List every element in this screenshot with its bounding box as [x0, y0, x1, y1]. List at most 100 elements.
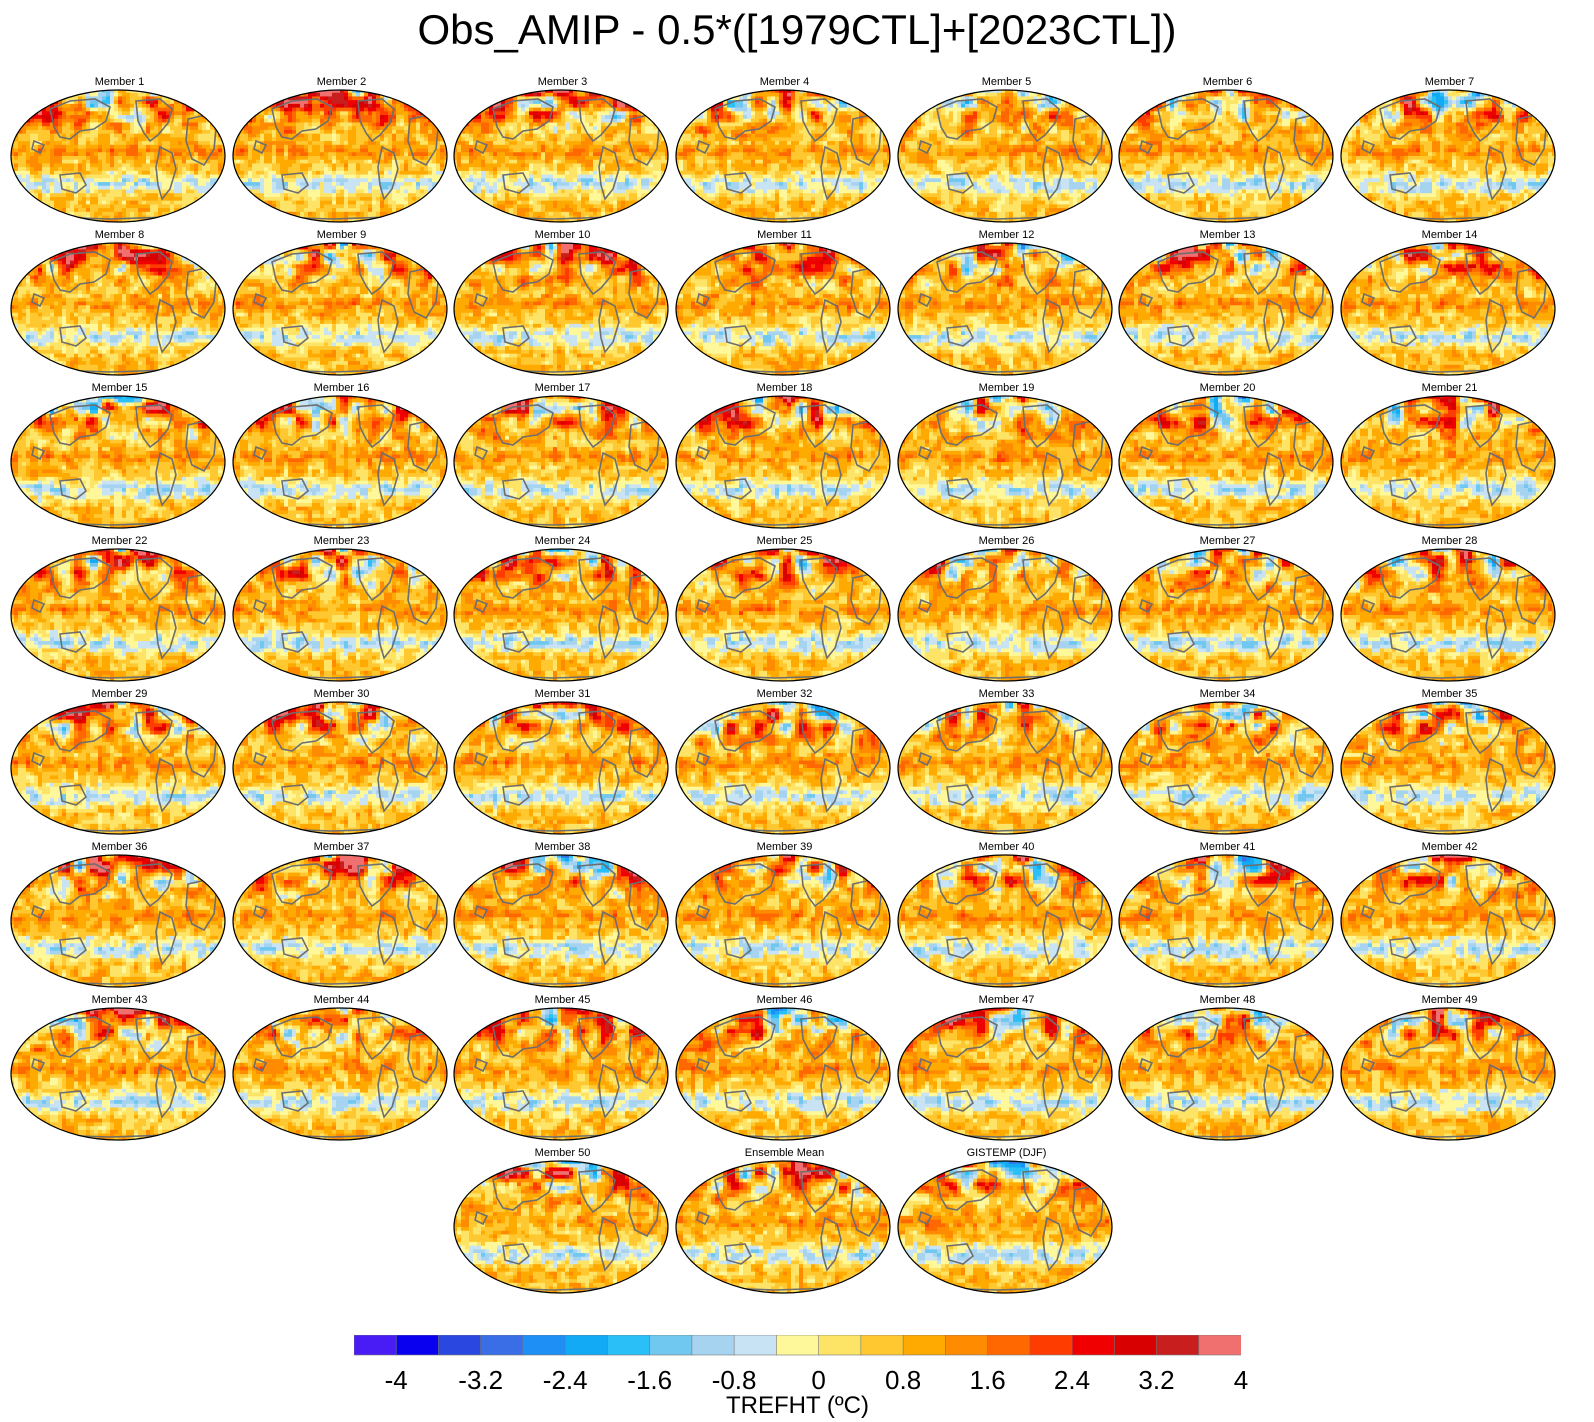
panel-title: Member 27	[1117, 535, 1338, 547]
panel-title: Member 9	[231, 229, 452, 241]
panel-title: Member 4	[674, 76, 895, 88]
panel-title: Member 40	[896, 841, 1117, 853]
coastline	[641, 866, 665, 880]
coastline	[1528, 1019, 1552, 1033]
coastline	[1306, 101, 1330, 115]
coastline	[863, 713, 887, 727]
colorbar-tick-label: -2.4	[525, 1365, 605, 1395]
map-panel: Member 8	[9, 229, 230, 379]
map-plot	[452, 241, 670, 377]
map-panel: Member 49	[1339, 994, 1560, 1144]
map-plot	[674, 1159, 892, 1295]
panel-title: Member 31	[452, 688, 673, 700]
map-panel: Member 7	[1339, 76, 1560, 226]
colorbar: -4 -3.2 -2.4 -1.6 -0.8 0 0.8 1.6 2.4 3.2 4 TREFHT …	[354, 1335, 1241, 1420]
panel-title: Member 33	[896, 688, 1117, 700]
map-plot	[9, 547, 227, 683]
panel-title: Member 41	[1117, 841, 1338, 853]
map-plot	[452, 88, 670, 224]
map-panel: Member 32	[674, 688, 895, 838]
map-plot	[452, 853, 670, 989]
coastline	[863, 101, 887, 115]
map-panel: Member 12	[896, 229, 1117, 379]
panel-title: Member 50	[452, 1147, 673, 1159]
map-plot	[1117, 241, 1335, 377]
map-plot	[896, 88, 1114, 224]
colorbar-swatch	[1114, 1335, 1157, 1355]
coastline	[1528, 560, 1552, 574]
coastline	[1528, 407, 1552, 421]
map-panel: Member 43	[9, 994, 230, 1144]
coastline	[1085, 1172, 1109, 1186]
map-plot	[231, 853, 449, 989]
map-panel: Member 2	[231, 76, 452, 226]
panel-title: Member 19	[896, 382, 1117, 394]
colorbar-tick-label: -4	[356, 1365, 436, 1395]
panel-title: Member 15	[9, 382, 230, 394]
map-panel: Member 44	[231, 994, 452, 1144]
coastline	[1306, 713, 1330, 727]
panel-title: Member 43	[9, 994, 230, 1006]
coastline	[1085, 560, 1109, 574]
colorbar-tick-labels: -4 -3.2 -2.4 -1.6 -0.8 0 0.8 1.6 2.4 3.2 4	[354, 1365, 1241, 1395]
colorbar-swatch	[354, 1335, 397, 1355]
panel-title: Member 11	[674, 229, 895, 241]
panel-title: Member 36	[9, 841, 230, 853]
coastline	[1085, 101, 1109, 115]
map-panel: Member 18	[674, 382, 895, 532]
map-plot	[1117, 394, 1335, 530]
colorbar-title: TREFHT (ºC)	[354, 1393, 1241, 1419]
map-plot	[674, 700, 892, 836]
panel-title: Member 44	[231, 994, 452, 1006]
coastline	[1306, 560, 1330, 574]
coastline	[420, 560, 444, 574]
map-plot	[1339, 1006, 1557, 1142]
panel-title: Member 6	[1117, 76, 1338, 88]
panel-title: Member 25	[674, 535, 895, 547]
panel-title: Member 47	[896, 994, 1117, 1006]
map-panel: Member 14	[1339, 229, 1560, 379]
colorbar-swatch	[861, 1335, 904, 1355]
panel-title: Member 10	[452, 229, 673, 241]
coastline	[863, 1172, 887, 1186]
map-plot	[896, 547, 1114, 683]
panel-title: Ensemble Mean	[674, 1147, 895, 1159]
colorbar-swatch	[523, 1335, 566, 1355]
coastline	[198, 866, 222, 880]
map-plot	[9, 88, 227, 224]
colorbar-swatch	[692, 1335, 735, 1355]
coastline	[198, 1019, 222, 1033]
map-plot	[674, 88, 892, 224]
map-panel: Member 28	[1339, 535, 1560, 685]
map-panel: Member 15	[9, 382, 230, 532]
panel-title: Member 38	[452, 841, 673, 853]
panel-title: Member 39	[674, 841, 895, 853]
coastline	[1306, 254, 1330, 268]
panel-title: Member 5	[896, 76, 1117, 88]
map-plot	[896, 394, 1114, 530]
panel-title: Member 29	[9, 688, 230, 700]
colorbar-tick-label: -0.8	[694, 1365, 774, 1395]
map-panel: Member 25	[674, 535, 895, 685]
colorbar-swatch	[481, 1335, 524, 1355]
colorbar-swatch	[607, 1335, 650, 1355]
colorbar-tick-label: -3.2	[441, 1365, 521, 1395]
coastline	[1306, 407, 1330, 421]
coastline	[641, 407, 665, 421]
map-panel: Member 46	[674, 994, 895, 1144]
map-plot	[674, 394, 892, 530]
map-panel: Member 23	[231, 535, 452, 685]
map-panel: Member 20	[1117, 382, 1338, 532]
map-panel-grid: Member 1 Member 2 Member 3 Member 4 Member 5…	[0, 0, 1594, 1340]
map-panel: Member 27	[1117, 535, 1338, 685]
panel-title: GISTEMP (DJF)	[896, 1147, 1117, 1159]
colorbar-tick-label: 2.4	[1032, 1365, 1112, 1395]
coastline	[198, 254, 222, 268]
coastline	[863, 254, 887, 268]
coastline	[420, 713, 444, 727]
coastline	[1306, 1019, 1330, 1033]
map-plot	[1117, 853, 1335, 989]
coastline	[198, 407, 222, 421]
panel-title: Member 23	[231, 535, 452, 547]
map-plot	[9, 394, 227, 530]
